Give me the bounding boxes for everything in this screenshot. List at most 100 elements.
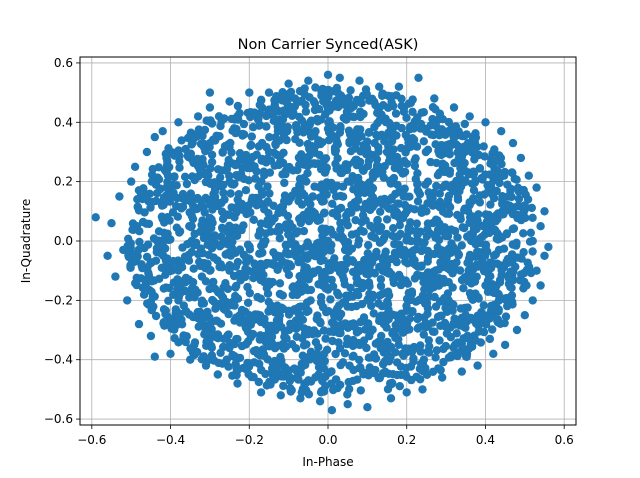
- scatter-point: [242, 324, 251, 333]
- scatter-point: [489, 259, 498, 268]
- scatter-point: [366, 257, 375, 267]
- scatter-point: [423, 246, 433, 256]
- scatter-point: [187, 132, 196, 141]
- scatter-point: [475, 191, 485, 200]
- scatter-point: [197, 220, 206, 230]
- scatter-point: [396, 280, 406, 290]
- scatter-point: [352, 131, 362, 140]
- scatter-point: [409, 135, 419, 144]
- scatter-point: [263, 182, 272, 191]
- scatter-point: [328, 199, 337, 208]
- scatter-point: [423, 145, 433, 154]
- scatter-point: [424, 348, 434, 357]
- scatter-point: [193, 154, 202, 164]
- scatter-point: [283, 250, 293, 259]
- scatter-point: [364, 128, 373, 137]
- scatter-point: [214, 358, 223, 368]
- scatter-point: [181, 307, 191, 316]
- scatter-point: [487, 190, 497, 199]
- scatter-point: [343, 108, 352, 117]
- scatter-point: [445, 150, 454, 159]
- scatter-point: [356, 363, 365, 372]
- scatter-point: [372, 155, 382, 164]
- scatter-point: [174, 276, 183, 285]
- scatter-point: [357, 264, 366, 274]
- scatter-point: [354, 173, 363, 183]
- scatter-point: [147, 277, 156, 286]
- scatter-point: [392, 358, 402, 367]
- scatter-point: [457, 367, 466, 376]
- scatter-point: [282, 241, 291, 250]
- scatter-point: [241, 186, 251, 195]
- scatter-point: [310, 182, 319, 191]
- x-tick-label: 0.4: [476, 433, 495, 447]
- scatter-point: [210, 182, 220, 191]
- scatter-point: [132, 255, 141, 264]
- scatter-point: [193, 112, 203, 121]
- scatter-point: [325, 117, 334, 126]
- scatter-point: [319, 85, 328, 94]
- scatter-point: [230, 213, 239, 222]
- scatter-point: [420, 285, 429, 294]
- scatter-point: [265, 189, 274, 198]
- scatter-point: [291, 365, 300, 375]
- scatter-point: [330, 324, 339, 333]
- scatter-point: [347, 200, 356, 210]
- scatter-point: [524, 262, 534, 271]
- scatter-point: [297, 255, 306, 265]
- scatter-point: [475, 198, 485, 207]
- scatter-point: [190, 175, 199, 185]
- scatter-point: [249, 273, 258, 283]
- scatter-point: [225, 177, 234, 186]
- scatter-point: [413, 344, 423, 353]
- scatter-point: [178, 189, 188, 199]
- scatter-point: [166, 192, 175, 201]
- scatter-point: [453, 233, 462, 242]
- scatter-point: [180, 252, 190, 261]
- scatter-point: [440, 167, 449, 177]
- scatter-point: [336, 360, 345, 370]
- scatter-point: [455, 183, 464, 193]
- scatter-point: [134, 206, 144, 215]
- scatter-point: [462, 130, 471, 139]
- scatter-point: [186, 222, 195, 231]
- scatter-point: [380, 343, 389, 352]
- scatter-point: [452, 348, 461, 357]
- scatter-point: [334, 338, 343, 347]
- scatter-point: [228, 237, 237, 246]
- scatter-point: [123, 296, 132, 305]
- scatter-point: [232, 370, 241, 380]
- scatter-point: [479, 142, 488, 151]
- scatter-point: [494, 245, 504, 255]
- scatter-point: [238, 202, 247, 211]
- scatter-point: [330, 254, 339, 263]
- scatter-point: [284, 325, 293, 335]
- scatter-point: [247, 132, 256, 141]
- scatter-point: [527, 203, 536, 213]
- scatter-point: [318, 302, 328, 312]
- scatter-point: [315, 193, 325, 202]
- scatter-point: [291, 121, 301, 130]
- scatter-point: [186, 344, 195, 353]
- scatter-point: [328, 282, 338, 291]
- scatter-point: [280, 178, 289, 188]
- scatter-point: [489, 172, 498, 182]
- scatter-point: [235, 353, 245, 363]
- scatter-point: [372, 247, 381, 257]
- scatter-point: [358, 211, 368, 220]
- scatter-point: [139, 290, 149, 299]
- scatter-point: [378, 91, 387, 101]
- scatter-point: [205, 284, 214, 294]
- scatter-point: [312, 314, 321, 324]
- scatter-point: [197, 355, 206, 364]
- scatter-point: [268, 358, 277, 367]
- scatter-point: [232, 281, 241, 291]
- scatter-point: [162, 266, 171, 275]
- scatter-point: [364, 179, 373, 189]
- scatter-point: [348, 376, 358, 386]
- scatter-point: [486, 200, 495, 209]
- scatter-point: [212, 316, 221, 325]
- scatter-point: [309, 97, 318, 106]
- scatter-point: [354, 240, 363, 249]
- scatter-point: [225, 97, 234, 106]
